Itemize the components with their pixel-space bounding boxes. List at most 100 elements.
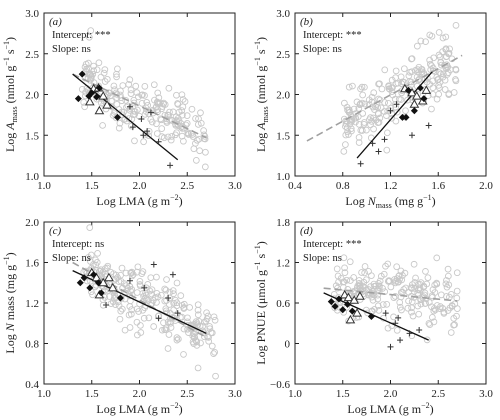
background-point (180, 300, 188, 308)
background-point (370, 125, 377, 133)
background-point (368, 293, 376, 301)
y-tick-label: 2.0 (25, 90, 39, 102)
background-point (406, 78, 414, 85)
background-point (120, 280, 128, 287)
background-point (346, 258, 354, 266)
background-point (400, 65, 408, 73)
background-point (173, 91, 180, 99)
triangle-point (94, 105, 105, 115)
background-point (430, 307, 438, 315)
background-point (87, 258, 94, 265)
cross-point (395, 314, 402, 321)
background-point (442, 280, 450, 288)
background-point (452, 77, 460, 85)
background-point (160, 319, 167, 327)
background-point (153, 273, 160, 281)
background-point (382, 262, 389, 270)
background-point (170, 306, 178, 314)
background-point (376, 96, 384, 104)
background-point (170, 290, 177, 298)
solid-fit-line (72, 73, 179, 161)
background-point (173, 299, 181, 307)
panel-letter: (a) (49, 16, 62, 28)
background-point (414, 76, 422, 84)
background-point (97, 266, 105, 274)
cross-point (408, 132, 415, 139)
background-point (452, 21, 460, 29)
triangle-point (409, 99, 420, 108)
background-point (342, 131, 350, 139)
x-tick-label: 1.0 (288, 388, 302, 400)
background-point (340, 254, 348, 262)
diamond-point (367, 313, 375, 320)
background-point (99, 122, 106, 129)
background-point (100, 69, 108, 77)
background-point (418, 71, 426, 78)
background-point (378, 85, 386, 93)
background-point (376, 114, 384, 122)
background-point (359, 91, 367, 99)
background-point (350, 289, 358, 296)
background-point (339, 298, 347, 305)
annotation: Slope: ns (303, 44, 342, 55)
y-tick-label: 1.2 (25, 298, 39, 310)
y-tick-label: 2.5 (25, 49, 39, 61)
background-point (443, 277, 450, 284)
panel-c: 1.0 1.5 2.0 2.5 3.0 0.4 0.8 1.2 1.6 2.0 (c) Interce… (2, 217, 242, 416)
background-point (130, 99, 138, 107)
background-point (446, 45, 453, 53)
background-point (109, 298, 117, 306)
background-point (204, 333, 211, 341)
background-point (107, 268, 115, 276)
background-point (106, 92, 114, 100)
background-point (397, 293, 405, 301)
background-point (127, 90, 135, 97)
background-point (335, 278, 342, 286)
background-point (103, 75, 111, 83)
background-point (392, 67, 400, 75)
background-point (346, 117, 354, 125)
cross-point (392, 320, 399, 327)
background-point (422, 268, 429, 275)
background-point (126, 324, 134, 331)
y-tick-label: 0.4 (25, 379, 39, 391)
diamond-point (348, 307, 356, 315)
background-point (166, 301, 173, 308)
background-point (417, 296, 424, 304)
background-point (153, 120, 160, 128)
cross-point (155, 315, 162, 322)
cross-point (141, 284, 148, 291)
background-point (345, 83, 353, 91)
triangle-point (102, 100, 112, 109)
diamond-point (74, 95, 82, 103)
background-point (164, 111, 172, 119)
background-point (357, 85, 364, 93)
background-point (133, 318, 141, 326)
background-point (358, 127, 366, 134)
diamond-point (416, 84, 424, 92)
cross-point (167, 162, 174, 169)
background-point (194, 306, 202, 314)
background-point (97, 73, 105, 81)
background-point (453, 287, 461, 295)
background-point (173, 336, 181, 344)
background-point (81, 103, 89, 111)
background-point (445, 272, 452, 280)
background-point (384, 129, 391, 137)
x-tick-label: 3.0 (228, 388, 242, 400)
y-axis-label: Log Amass (nmol g−1 s−1) (253, 37, 270, 152)
background-point (81, 63, 89, 71)
annotation: Intercept: *** (303, 30, 362, 41)
diamond-point (331, 302, 339, 310)
background-point (157, 291, 165, 299)
background-point (342, 141, 349, 148)
background-point (111, 291, 118, 299)
background-point (110, 110, 118, 117)
background-point (128, 272, 136, 280)
x-axis-label: Log LMA (g m−2) (347, 401, 433, 416)
background-point (358, 83, 366, 91)
x-tick-label: 0.8 (336, 180, 350, 192)
background-point (428, 105, 435, 113)
background-point (429, 286, 437, 293)
background-point (389, 84, 396, 91)
